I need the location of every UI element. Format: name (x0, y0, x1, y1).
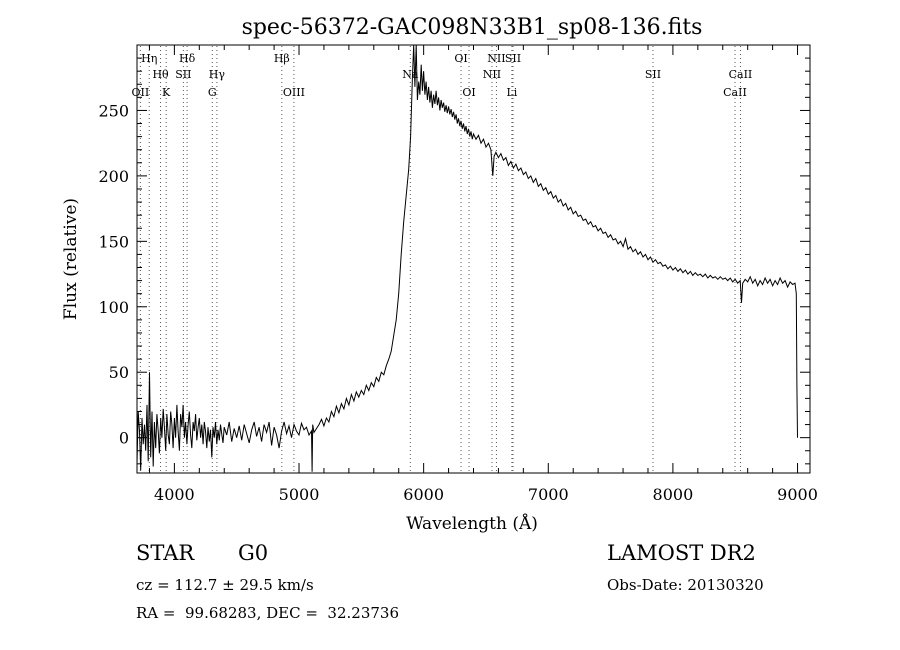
y-tick-label: 0 (119, 429, 129, 448)
line-label: Li (506, 86, 517, 99)
coordinates: RA = 99.68283, DEC = 32.23736 (136, 604, 400, 622)
redshift-velocity: cz = 112.7 ± 29.5 km/s (136, 576, 314, 594)
x-tick-label: 6000 (403, 485, 444, 504)
line-label: Hβ (274, 52, 290, 65)
spectrum-line (136, 44, 798, 472)
x-tick-label: 8000 (653, 485, 694, 504)
y-tick-label: 150 (98, 232, 129, 251)
line-label: Hθ (152, 68, 169, 81)
line-label: OI (462, 86, 475, 99)
spectral-line-markers: OIIHηHθKSIIHδGHγHβOIIINaOIOINIINIILiSIIS… (132, 46, 753, 472)
y-tick-label: 200 (98, 167, 129, 186)
plot-frame (136, 44, 811, 474)
line-label: SII (175, 68, 191, 81)
x-axis-label: Wavelength (Å) (406, 513, 538, 534)
line-label: CaII (723, 86, 747, 99)
y-axis-label: Flux (relative) (61, 198, 81, 320)
line-label: SII (505, 52, 521, 65)
y-tick-label: 50 (109, 363, 129, 382)
survey-name: LAMOST DR2 (607, 541, 756, 565)
line-label: NII (487, 52, 505, 65)
x-tick-label: 5000 (279, 485, 320, 504)
line-label: OIII (283, 86, 305, 99)
x-tick-label: 4000 (154, 485, 195, 504)
y-tick-label: 100 (98, 298, 129, 317)
line-label: OII (132, 86, 150, 99)
line-label: CaII (729, 68, 753, 81)
axis-ticks: 4000 5000 6000 7000 8000 9000 0 50 100 150 200 250 (98, 45, 818, 504)
object-class: STAR (136, 541, 195, 565)
line-label: Hη (141, 52, 157, 65)
x-tick-label: 9000 (777, 485, 818, 504)
line-label: Hδ (179, 52, 196, 65)
line-label: G (208, 86, 217, 99)
line-label: NII (483, 68, 501, 81)
y-tick-label: 250 (98, 101, 129, 120)
x-tick-label: 7000 (528, 485, 569, 504)
line-label: Hγ (209, 68, 226, 81)
line-label: SII (645, 68, 661, 81)
line-label: OI (454, 52, 467, 65)
line-label: K (162, 86, 171, 99)
object-subclass: G0 (238, 541, 269, 565)
chart-title: spec-56372-GAC098N33B1_sp08-136.fits (242, 15, 703, 40)
observation-date: Obs-Date: 20130320 (607, 576, 764, 594)
